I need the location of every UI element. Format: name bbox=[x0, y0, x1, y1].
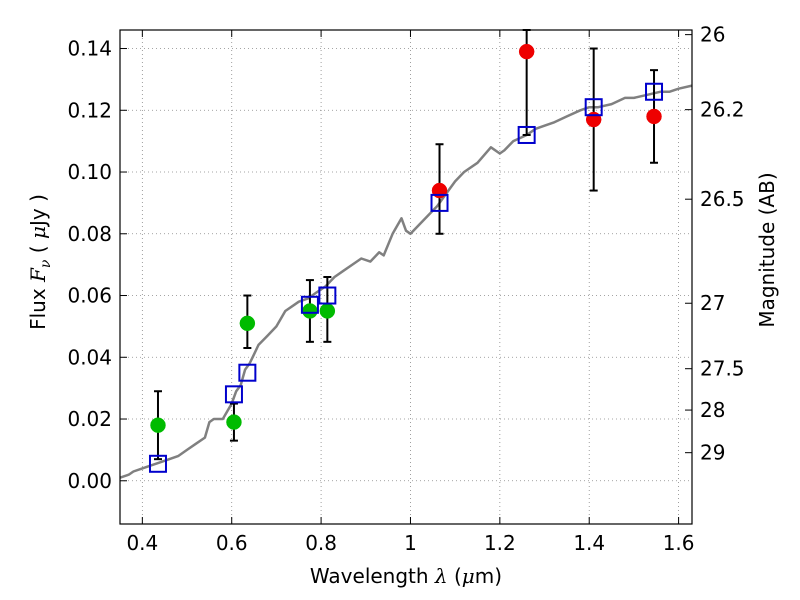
model-point-square bbox=[645, 82, 664, 101]
y-tick-label: 0.08 bbox=[67, 222, 112, 246]
observed-point-green bbox=[302, 303, 318, 319]
model-point-square bbox=[224, 385, 243, 404]
observed-point-green bbox=[319, 303, 336, 319]
magnitude-tick-label: 29 bbox=[700, 441, 725, 465]
y-tick-label: 0.14 bbox=[67, 37, 112, 61]
y-axis-title: Flux Fν ( μJy ) bbox=[26, 194, 54, 330]
model-point-square bbox=[517, 125, 536, 144]
magnitude-tick-label: 26 bbox=[700, 23, 725, 47]
magnitude-tick-label: 27 bbox=[700, 291, 725, 315]
y-tick-label: 0.06 bbox=[67, 284, 112, 308]
model-point-square bbox=[318, 286, 337, 305]
model-points-layer bbox=[148, 82, 664, 473]
magnitude-tick-label: 26.5 bbox=[700, 187, 745, 211]
model-point-square bbox=[148, 454, 167, 473]
observed-point-green bbox=[150, 417, 166, 433]
y-axis-ticks: 0.00 0.02 0.04 0.06 0.08 0.10 0.12 0.14 bbox=[67, 37, 127, 493]
model-point-square bbox=[300, 295, 319, 314]
observed-point-red bbox=[518, 43, 535, 60]
model-point-square bbox=[430, 193, 449, 212]
magnitude-tick-label: 28 bbox=[700, 398, 725, 422]
x-tick-label: 1.6 bbox=[663, 531, 695, 555]
x-axis-title: Wavelength λ (μm) bbox=[310, 564, 502, 588]
magnitude-axis-ticks: 26 26.2 26.5 27 27.5 28 29 bbox=[685, 23, 745, 465]
y2-axis-title: Magnitude (AB) bbox=[755, 172, 779, 327]
x-tick-label: 1.2 bbox=[484, 531, 516, 555]
x-axis-ticks: 0.4 0.6 0.8 1 1.2 1.4 1.6 bbox=[126, 30, 695, 555]
model-point-square bbox=[584, 98, 603, 117]
x-tick-label: 1 bbox=[404, 531, 417, 555]
y-tick-label: 0.02 bbox=[67, 407, 112, 431]
y-tick-label: 0.10 bbox=[67, 160, 112, 184]
observed-point-green bbox=[239, 315, 256, 332]
magnitude-tick-label: 27.5 bbox=[700, 357, 745, 381]
observed-points-layer bbox=[150, 43, 662, 433]
y-tick-label: 0.12 bbox=[67, 98, 112, 122]
x-tick-label: 1.4 bbox=[573, 531, 605, 555]
magnitude-tick-label: 26.2 bbox=[700, 98, 745, 122]
model-point-square bbox=[238, 363, 257, 382]
model-spectrum-line bbox=[119, 84, 693, 479]
x-tick-label: 0.6 bbox=[216, 531, 248, 555]
x-tick-label: 0.4 bbox=[126, 531, 158, 555]
plot-frame bbox=[119, 29, 693, 525]
model-spectrum-layer bbox=[119, 84, 693, 479]
observed-point-green bbox=[226, 414, 242, 430]
observed-point-red bbox=[646, 108, 662, 125]
y-tick-label: 0.00 bbox=[67, 469, 112, 493]
y-tick-label: 0.04 bbox=[67, 345, 112, 369]
x-tick-label: 0.8 bbox=[305, 531, 337, 555]
